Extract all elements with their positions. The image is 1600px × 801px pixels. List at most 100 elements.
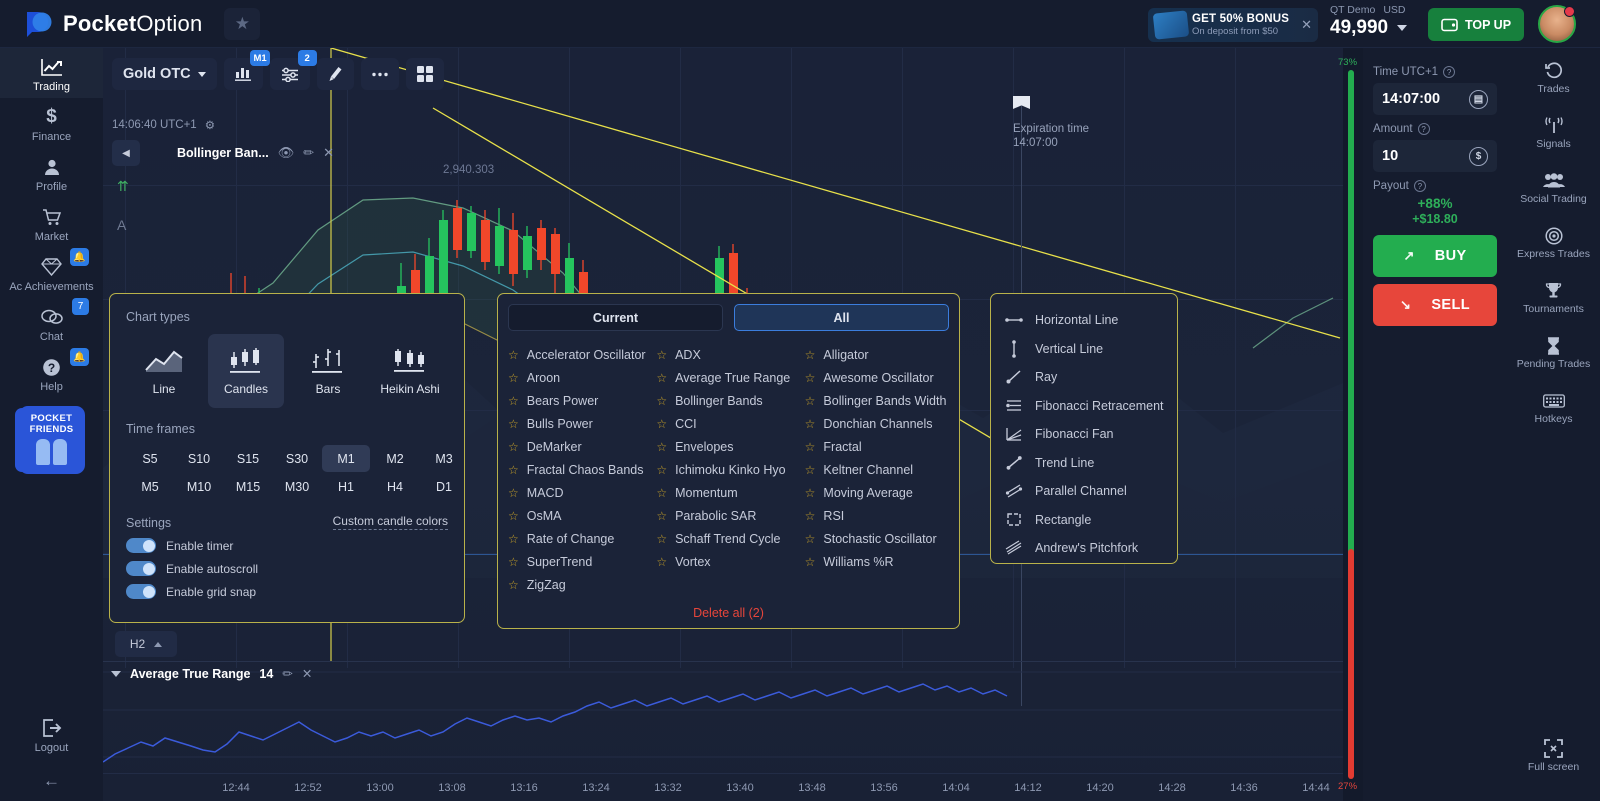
- promo-banner[interactable]: GET 50% BONUS On deposit from $50 ✕: [1148, 8, 1318, 42]
- indicator-item[interactable]: ☆ Williams %R: [805, 550, 949, 573]
- indicator-item[interactable]: ☆ Accelerator Oscillator: [508, 343, 652, 366]
- sidebar-item-hotkeys[interactable]: Hotkeys: [1507, 383, 1600, 433]
- star-icon[interactable]: ☆: [508, 485, 519, 500]
- timeframe-d1[interactable]: D1: [436, 479, 452, 494]
- star-icon[interactable]: ☆: [508, 393, 519, 408]
- draw-tool-trend-line[interactable]: Trend Line: [991, 449, 1177, 478]
- timeframe-m1[interactable]: M1: [322, 445, 370, 472]
- symbol-selector[interactable]: Gold OTC: [112, 58, 217, 90]
- indicator-item[interactable]: ☆ Momentum: [656, 481, 800, 504]
- eye-icon[interactable]: 👁: [277, 145, 295, 160]
- timeframe-m10[interactable]: M10: [186, 479, 212, 494]
- indicator-item[interactable]: ☆ Parabolic SAR: [656, 504, 800, 527]
- indicator-item[interactable]: ☆ Schaff Trend Cycle: [656, 527, 800, 550]
- indicator-item[interactable]: ☆ Stochastic Oscillator: [805, 527, 949, 550]
- star-icon[interactable]: ☆: [656, 416, 668, 431]
- timeframe-h1[interactable]: H1: [338, 479, 354, 494]
- draw-tools-button[interactable]: [316, 58, 354, 90]
- draw-tool-fibonacci-retracement[interactable]: Fibonacci Retracement: [991, 392, 1177, 421]
- indicator-item[interactable]: ☆ ADX: [656, 343, 800, 366]
- indicator-item[interactable]: ☆ DeMarker: [508, 435, 652, 458]
- sidebar-item-trading[interactable]: Trading: [0, 48, 103, 98]
- toggle-enable-grid-snap[interactable]: Enable grid snap: [126, 584, 448, 599]
- indicator-item[interactable]: ☆ Bollinger Bands Width: [805, 389, 949, 412]
- sidebar-item-help[interactable]: 🔔 ? Help: [0, 348, 103, 398]
- indicators-button[interactable]: 2: [269, 50, 317, 90]
- chart-type-heikin-ashi[interactable]: Heikin Ashi: [372, 334, 448, 408]
- sidebar-item-pending-trades[interactable]: Pending Trades: [1507, 328, 1600, 378]
- chart-type-button[interactable]: M1: [223, 50, 270, 90]
- close-icon[interactable]: ✕: [301, 667, 313, 681]
- star-icon[interactable]: ☆: [804, 531, 816, 546]
- timeframe-m2[interactable]: M2: [386, 451, 404, 466]
- delete-all-link[interactable]: Delete all (2): [693, 606, 764, 620]
- timeframe-m3[interactable]: M3: [435, 451, 453, 466]
- chart-type-bars[interactable]: Bars: [290, 334, 366, 408]
- top-up-button[interactable]: TOP UP: [1428, 8, 1524, 41]
- timeframe-quick-selector[interactable]: H2: [115, 631, 177, 657]
- star-icon[interactable]: ☆: [656, 485, 668, 500]
- sidebar-item-trades[interactable]: Trades: [1507, 53, 1600, 103]
- star-icon[interactable]: ☆: [804, 439, 816, 454]
- sidebar-item-profile[interactable]: Profile: [0, 148, 103, 198]
- layout-button[interactable]: [405, 58, 444, 90]
- timeframe-h4[interactable]: H4: [387, 479, 403, 494]
- star-icon[interactable]: ☆: [804, 485, 816, 500]
- draw-tool-rectangle[interactable]: Rectangle: [991, 506, 1177, 535]
- star-icon[interactable]: ☆: [508, 508, 519, 523]
- draw-tool-vertical-line[interactable]: Vertical Line: [991, 335, 1177, 364]
- indicator-item[interactable]: ☆ Ichimoku Kinko Hyo: [656, 458, 800, 481]
- indicator-item[interactable]: ☆ Aroon: [508, 366, 652, 389]
- star-icon[interactable]: ☆: [508, 554, 519, 569]
- sidebar-item-finance[interactable]: $ Finance: [0, 98, 103, 148]
- indicator-item[interactable]: ☆ Moving Average: [805, 481, 949, 504]
- custom-candle-colors-link[interactable]: Custom candle colors: [332, 514, 448, 530]
- draw-tool-horizontal-line[interactable]: Horizontal Line: [991, 306, 1177, 335]
- chart-area[interactable]: Gold OTC M1 2 14:06:40 UTC+1 ⚙: [103, 48, 1343, 801]
- indicator-item[interactable]: ☆ SuperTrend: [508, 550, 652, 573]
- draw-tool-andrews-pitchfork[interactable]: Andrew's Pitchfork: [991, 534, 1177, 563]
- buy-button[interactable]: ↗ BUY: [1373, 235, 1497, 277]
- star-icon[interactable]: ☆: [508, 439, 519, 454]
- draw-tool-parallel-channel[interactable]: Parallel Channel: [991, 477, 1177, 506]
- star-icon[interactable]: ☆: [508, 347, 519, 362]
- text-tool-icon[interactable]: A: [117, 217, 127, 233]
- pencil-icon[interactable]: ✏: [282, 667, 293, 681]
- indicator-item[interactable]: ☆ Envelopes: [656, 435, 800, 458]
- sidebar-item-social-trading[interactable]: Social Trading: [1507, 163, 1600, 213]
- timeframe-s30[interactable]: S30: [285, 451, 309, 466]
- indicator-item[interactable]: ☆ Keltner Channel: [805, 458, 949, 481]
- star-icon[interactable]: ☆: [508, 577, 519, 592]
- indicator-item[interactable]: ☆ OsMA: [508, 504, 652, 527]
- sidebar-item-tournaments[interactable]: Tournaments: [1507, 273, 1600, 323]
- close-icon[interactable]: ✕: [323, 145, 335, 160]
- sidebar-item-logout[interactable]: Logout: [0, 709, 103, 759]
- calendar-icon[interactable]: ▤: [1469, 89, 1488, 109]
- timeframe-m30[interactable]: M30: [284, 479, 310, 494]
- fullscreen-button[interactable]: Full screen: [1507, 731, 1600, 781]
- indicator-item[interactable]: ☆ Average True Range: [656, 366, 800, 389]
- star-icon[interactable]: ☆: [804, 508, 816, 523]
- balance-dropdown-icon[interactable]: [1397, 25, 1408, 31]
- timeframe-m5[interactable]: M5: [141, 479, 159, 494]
- indicator-item[interactable]: ☆ Donchian Channels: [805, 412, 949, 435]
- star-icon[interactable]: ☆: [656, 393, 668, 408]
- expiration-time-input[interactable]: 14:07:00 ▤: [1373, 83, 1497, 115]
- pencil-icon[interactable]: ✏: [303, 145, 315, 160]
- indicator-item[interactable]: ☆ Alligator: [805, 343, 949, 366]
- toggle-switch[interactable]: [126, 561, 156, 576]
- user-avatar[interactable]: [1538, 5, 1576, 43]
- star-icon[interactable]: ☆: [804, 462, 816, 477]
- indicator-item[interactable]: ☆ Fractal: [805, 435, 949, 458]
- indicator-item[interactable]: ☆ Fractal Chaos Bands: [508, 458, 652, 481]
- chart-type-candles[interactable]: Candles: [208, 334, 284, 408]
- question-icon[interactable]: ?: [1413, 180, 1426, 192]
- sidebar-item-signals[interactable]: Signals: [1507, 108, 1600, 158]
- gear-icon[interactable]: ⚙: [204, 120, 216, 132]
- indicator-item[interactable]: ☆ Bulls Power: [508, 412, 652, 435]
- sidebar-item-chat[interactable]: 7 Chat: [0, 298, 103, 348]
- indicator-collapse-button[interactable]: ◀: [112, 140, 140, 166]
- arrows-up-icon[interactable]: ⇈: [117, 178, 129, 194]
- sell-button[interactable]: ↘ SELL: [1373, 284, 1497, 326]
- star-icon[interactable]: ☆: [804, 393, 816, 408]
